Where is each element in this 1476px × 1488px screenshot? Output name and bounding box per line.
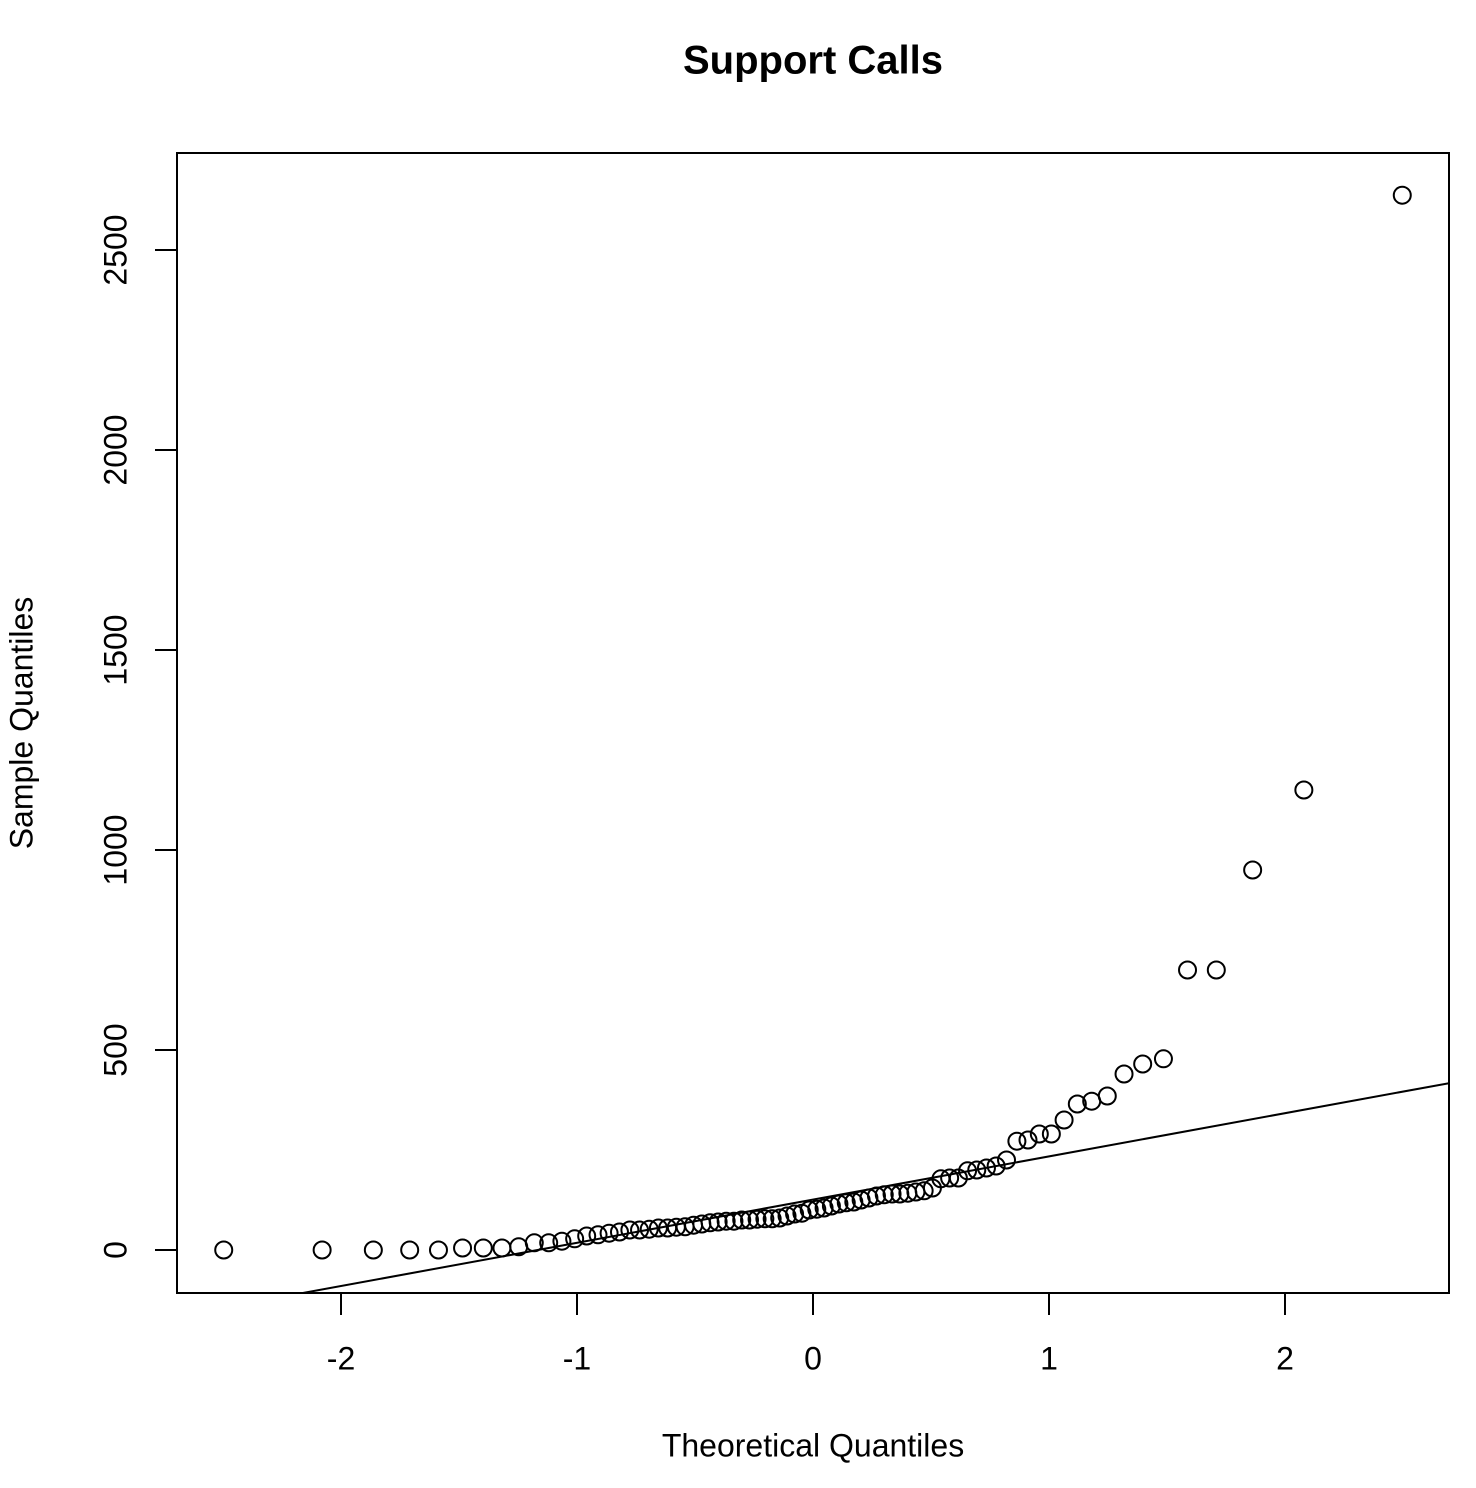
point <box>1206 960 1226 980</box>
point <box>914 1181 934 1201</box>
point <box>565 1229 585 1249</box>
y-tick-label: 0 <box>97 1241 133 1259</box>
point <box>1018 1130 1038 1150</box>
point <box>552 1231 572 1251</box>
plot-frame <box>176 152 1450 1294</box>
x-tick-label: 2 <box>1276 1340 1294 1376</box>
point <box>1153 1049 1173 1069</box>
point <box>539 1233 559 1253</box>
point <box>836 1193 856 1213</box>
point <box>976 1158 996 1178</box>
point <box>1114 1064 1134 1084</box>
point <box>609 1222 629 1242</box>
point <box>639 1219 659 1239</box>
point <box>1041 1124 1061 1144</box>
y-tick-label: 1000 <box>97 814 133 885</box>
point <box>762 1209 782 1229</box>
point <box>807 1199 827 1219</box>
point <box>799 1200 819 1220</box>
point <box>874 1185 894 1205</box>
x-tick-label: -1 <box>563 1340 591 1376</box>
point <box>866 1186 886 1206</box>
point <box>1294 780 1314 800</box>
point <box>958 1161 978 1181</box>
chart-title: Support Calls <box>683 39 943 83</box>
point <box>214 1240 234 1260</box>
point <box>630 1220 650 1240</box>
point <box>967 1160 987 1180</box>
point <box>821 1196 841 1216</box>
point <box>1097 1086 1117 1106</box>
x-tick-label: 1 <box>1040 1340 1058 1376</box>
point <box>986 1156 1006 1176</box>
point <box>453 1238 473 1258</box>
point <box>363 1240 383 1260</box>
qq-line <box>297 1082 1449 1293</box>
point <box>599 1223 619 1243</box>
point <box>755 1209 775 1229</box>
point <box>829 1194 849 1214</box>
point <box>588 1225 608 1245</box>
point <box>312 1240 332 1260</box>
point <box>716 1211 736 1231</box>
point <box>620 1220 640 1240</box>
y-tick-label: 2000 <box>97 414 133 485</box>
point <box>1392 185 1412 205</box>
point <box>428 1240 448 1260</box>
x-tick-label: 0 <box>804 1340 822 1376</box>
y-axis-title: Sample Quantiles <box>3 597 39 850</box>
point <box>473 1238 493 1258</box>
point <box>400 1240 420 1260</box>
point <box>1067 1094 1087 1114</box>
point <box>785 1204 805 1224</box>
point <box>997 1150 1017 1170</box>
point <box>577 1226 597 1246</box>
point <box>1178 960 1198 980</box>
point <box>1029 1124 1049 1144</box>
y-tick-label: 500 <box>97 1023 133 1076</box>
point <box>724 1211 744 1231</box>
plot-area <box>297 1082 1449 1293</box>
point <box>732 1210 752 1230</box>
point <box>1133 1054 1153 1074</box>
point <box>1243 860 1263 880</box>
point <box>777 1206 797 1226</box>
point <box>1007 1131 1027 1151</box>
point <box>882 1184 902 1204</box>
x-tick-label: -2 <box>327 1340 355 1376</box>
y-tick-label: 1500 <box>97 614 133 685</box>
point <box>708 1212 728 1232</box>
point <box>1054 1110 1074 1130</box>
y-tick-label: 2500 <box>97 214 133 285</box>
point <box>747 1209 767 1229</box>
point <box>940 1168 960 1188</box>
point <box>492 1238 512 1258</box>
x-axis-title: Theoretical Quantiles <box>662 1427 964 1463</box>
point <box>524 1233 544 1253</box>
point <box>740 1210 760 1230</box>
